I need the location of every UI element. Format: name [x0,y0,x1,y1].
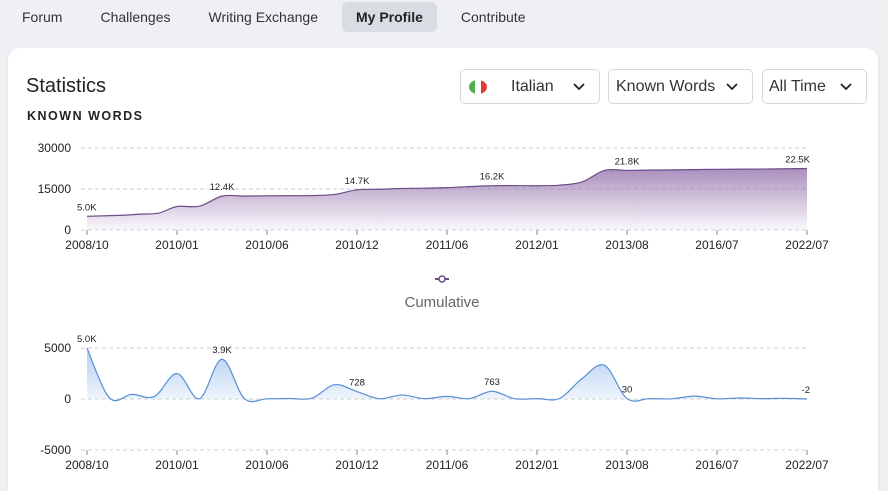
cumulative-data-label: 5.0K [77,202,97,213]
cumulative-y-tick-label: 15000 [38,182,72,196]
daily-data-label: -2 [802,385,810,396]
cumulative-x-tick-label: 2011/06 [426,238,469,252]
top-nav: Forum Challenges Writing Exchange My Pro… [0,0,888,34]
cumulative-x-tick-label: 2013/08 [605,238,649,252]
daily-area [87,348,807,402]
cumulative-y-tick-label: 30000 [38,141,72,155]
range-select-value: All Time [769,77,826,95]
legend-label: Cumulative [404,294,479,311]
daily-data-label: 3.9K [212,345,232,356]
cumulative-x-tick-label: 2010/12 [335,238,379,252]
daily-y-tick-label: 5000 [44,341,71,355]
cumulative-series-line [86,167,808,217]
language-select[interactable]: Italian [460,69,600,104]
daily-y-tick-label: -5000 [40,443,71,457]
cumulative-x-tick-label: 2010/06 [245,238,289,252]
cumulative-data-label: 12.4K [210,182,235,193]
daily-data-label: 763 [484,377,500,388]
metric-select-value: Known Words [616,77,716,95]
range-select[interactable]: All Time [762,69,867,104]
cumulative-data-label: 22.5K [785,155,810,166]
nav-contribute[interactable]: Contribute [460,9,526,25]
daily-data-label: 30 [622,385,633,396]
daily-series-line [86,347,808,403]
cumulative-x-tick-label: 2012/01 [515,238,559,252]
italy-flag-icon [469,79,487,94]
daily-x-tick-label: 2010/12 [335,458,379,472]
chevron-down-icon [573,82,585,90]
nav-forum[interactable]: Forum [22,9,63,25]
nav-my-profile[interactable]: My Profile [341,2,437,32]
daily-x-tick-label: 2012/01 [515,458,559,472]
chevron-down-icon [840,82,852,90]
daily-x-tick-label: 2010/01 [155,458,199,472]
cumulative-x-tick-label: 2008/10 [65,238,109,252]
cumulative-data-label: 21.8K [615,156,640,167]
card-title: Statistics [26,75,107,97]
daily-data-label: 728 [349,378,365,389]
language-select-value: Italian [511,77,554,95]
daily-x-tick-label: 2011/06 [426,458,469,472]
daily-x-tick-label: 2008/10 [65,458,109,472]
statistics-card: Statistics KNOWN WORDS Italian Known Wor… [8,48,878,491]
metric-select[interactable]: Known Words [608,69,753,104]
cumulative-x-tick-label: 2010/01 [155,238,199,252]
cumulative-x-tick-label: 2022/07 [785,238,829,252]
daily-x-tick-label: 2010/06 [245,458,289,472]
cumulative-data-label: 16.2K [480,172,505,183]
daily-x-tick-label: 2013/08 [605,458,649,472]
legend-marker-icon [438,275,446,283]
nav-writing-exchange[interactable]: Writing Exchange [208,9,318,25]
daily-x-tick-label: 2022/07 [785,458,829,472]
section-label: KNOWN WORDS [27,109,144,123]
chevron-down-icon [726,82,738,90]
cumulative-y-tick-label: 0 [64,223,71,237]
cumulative-area [87,168,807,230]
nav-challenges[interactable]: Challenges [100,9,171,25]
daily-data-label: 5.0K [77,334,97,345]
daily-x-tick-label: 2016/07 [695,458,739,472]
daily-y-tick-label: 0 [64,392,71,406]
cumulative-data-label: 14.7K [345,176,370,187]
cumulative-x-tick-label: 2016/07 [695,238,739,252]
